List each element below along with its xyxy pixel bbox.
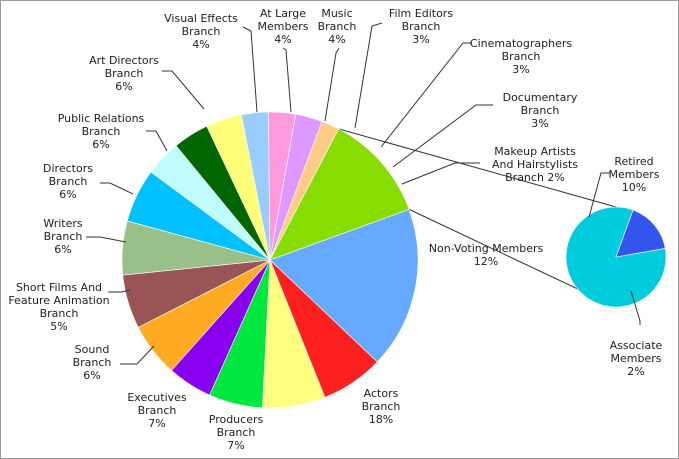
main-label-at-large-members: At Large Members 4% [258,7,309,46]
main-label-music-branch: Music Branch 4% [318,7,357,46]
main-label-writers-branch: Writers Branch 6% [43,217,83,256]
main-pie [121,111,419,409]
leader-line-cinematographers-branch [380,42,472,148]
leader-line-film-editors-branch [354,22,383,129]
main-slice-non-voting-members [269,128,410,261]
secondary-slice-associate-members [615,209,666,258]
leader-line-at-large-members [282,47,292,113]
main-slice-actors-branch [269,208,419,363]
leader-line-makeup-artists-and-hairstylists-branch [401,162,480,185]
leader-line-music-branch [324,47,340,122]
main-label-sound-branch: Sound Branch 6% [73,343,112,382]
leader-line-documentary-branch [392,104,493,168]
main-label-producers-branch: Producers Branch 7% [209,413,264,452]
main-label-non-voting-members: Non-Voting Members 12% [429,242,544,268]
main-label-actors-branch: Actors Branch 18% [362,387,401,426]
leader-line-public-relations-branch [146,130,168,152]
main-label-film-editors-branch: Film Editors Branch 3% [389,7,453,46]
main-label-public-relations-branch: Public Relations Branch 6% [58,112,145,151]
slice-labels: Actors Branch 18% Producers Branch 7% Executiv… [8,7,662,452]
main-label-cinematographers-branch: Cinematographers Branch 3% [470,37,572,76]
secondary-label-associate-members: Associate Members 2% [610,339,663,378]
leader-line-writers-branch [86,236,127,243]
leader-line-retired-members [588,172,610,218]
secondary-pie [565,206,667,308]
leader-line-directors-branch [100,182,134,195]
leader-line-visual-effects-branch [242,26,258,113]
leader-line-short-films-and-feature-animation-branch [108,289,131,293]
label-leader-lines [86,22,641,365]
main-label-short-films-and-feature-animation-branch: Short Films And Feature Animation Branch 5% [8,281,109,333]
leader-line-sound-branch [120,345,155,365]
main-label-directors-branch: Directors Branch 6% [43,162,93,201]
leader-line-art-directors-branch [162,70,205,110]
main-label-makeup-artists-and-hairstylists-branch: Makeup Artists And Hairstylists Branch 2% [492,145,578,184]
secondary-label-retired-members: Retired Members 10% [609,155,660,194]
main-label-art-directors-branch: Art Directors Branch 6% [89,54,159,93]
main-label-visual-effects-branch: Visual Effects Branch 4% [164,12,238,51]
main-label-executives-branch: Executives Branch 7% [127,391,187,430]
main-label-documentary-branch: Documentary Branch 3% [503,91,578,130]
leader-line-associate-members [630,290,641,325]
